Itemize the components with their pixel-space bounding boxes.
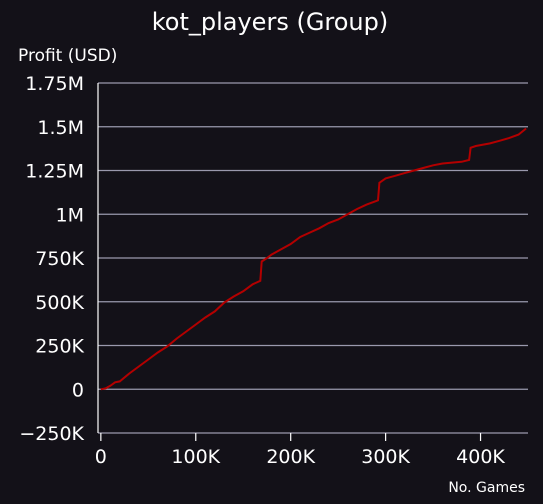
y-tick-label: 1M [56, 204, 84, 226]
x-tick-label: 100K [171, 446, 220, 468]
y-tick-label: 0 [72, 379, 84, 401]
y-tick-label: 250K [35, 336, 84, 358]
y-tick-label: 750K [35, 248, 84, 270]
x-tick-labels: 0 100K 200K 300K 400K [95, 433, 505, 468]
x-axis-label: No. Games [448, 480, 525, 496]
x-tick-label: 300K [361, 446, 410, 468]
y-tick-label: 1.75M [25, 73, 84, 95]
y-tick-label: −250K [19, 423, 84, 445]
y-tick-label: 500K [35, 292, 84, 314]
y-tick-label: 1.5M [37, 117, 84, 139]
x-tick-label: 400K [456, 446, 505, 468]
profit-series-line [100, 127, 527, 391]
chart-title: kot_players (Group) [152, 8, 389, 36]
y-tick-labels: −250K 0 250K 500K 750K 1M 1.25M 1.5M 1.75M [19, 73, 84, 445]
x-tick-label: 0 [95, 446, 107, 468]
y-axis-label: Profit (USD) [18, 46, 117, 66]
y-tick-label: 1.25M [25, 161, 84, 183]
x-tick-label: 200K [266, 446, 315, 468]
grid-lines [97, 82, 528, 434]
